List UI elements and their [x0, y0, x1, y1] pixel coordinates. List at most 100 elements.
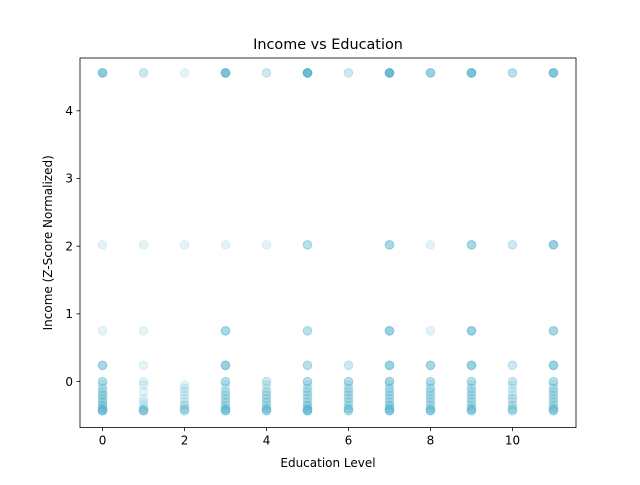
scatter-point — [97, 326, 108, 336]
scatter-point — [261, 403, 272, 414]
scatter-point — [179, 400, 190, 411]
scatter-point — [220, 376, 231, 387]
scatter-point — [343, 390, 354, 400]
scatter-point — [466, 405, 477, 416]
scatter-point — [343, 400, 354, 411]
scatter-point — [261, 376, 272, 387]
scatter-point — [343, 393, 354, 404]
scatter-point — [548, 386, 559, 397]
scatter-point — [138, 68, 149, 78]
scatter-point — [302, 326, 313, 336]
scatter-point — [97, 405, 108, 416]
scatter-point — [548, 68, 559, 78]
scatter-point — [548, 400, 559, 411]
scatter-point — [343, 390, 354, 400]
scatter-point — [261, 390, 272, 400]
scatter-point — [97, 405, 108, 416]
scatter-point — [548, 326, 559, 336]
scatter-point — [97, 380, 108, 390]
scatter-point — [384, 397, 395, 407]
scatter-point — [302, 405, 313, 416]
scatter-point — [302, 240, 313, 250]
scatter-point — [466, 403, 477, 414]
scatter-point — [220, 68, 231, 78]
scatter-point — [220, 326, 231, 336]
scatter-point — [466, 393, 477, 404]
scatter-point — [425, 397, 436, 407]
scatter-point — [179, 240, 190, 250]
scatter-point — [138, 397, 149, 407]
scatter-point — [384, 383, 395, 394]
scatter-point — [97, 393, 108, 404]
scatter-point — [548, 390, 559, 400]
scatter-point — [220, 386, 231, 397]
scatter-point — [302, 68, 313, 78]
scatter-point — [507, 400, 518, 411]
scatter-point — [548, 383, 559, 394]
scatter-point — [261, 400, 272, 411]
scatter-point — [343, 376, 354, 387]
scatter-point — [548, 360, 559, 371]
scatter-point — [97, 383, 108, 394]
scatter-point — [548, 376, 559, 387]
x-tick-label: 8 — [427, 434, 435, 448]
scatter-point — [97, 376, 108, 387]
scatter-point — [302, 393, 313, 404]
scatter-point — [384, 405, 395, 416]
scatter-point — [384, 68, 395, 78]
scatter-point — [507, 397, 518, 407]
scatter-point — [220, 405, 231, 416]
scatter-point — [507, 240, 518, 250]
scatter-point — [97, 405, 108, 416]
scatter-point — [97, 360, 108, 371]
scatter-point — [466, 326, 477, 336]
scatter-point — [220, 397, 231, 407]
y-tick-label: 0 — [65, 375, 73, 389]
scatter-point — [384, 326, 395, 336]
scatter-point — [466, 240, 477, 250]
scatter-point — [384, 386, 395, 397]
scatter-point — [466, 68, 477, 78]
scatter-point — [97, 405, 108, 416]
scatter-point — [220, 403, 231, 414]
scatter-point — [507, 376, 518, 387]
scatter-point — [179, 383, 190, 394]
scatter-point — [97, 400, 108, 411]
scatter-point — [179, 405, 190, 416]
scatter-point — [97, 376, 108, 387]
scatter-point — [261, 376, 272, 387]
scatter-point — [425, 376, 436, 387]
scatter-point — [425, 386, 436, 397]
scatter-point — [384, 376, 395, 387]
scatter-point — [548, 326, 559, 336]
scatter-point — [384, 326, 395, 336]
scatter-point — [384, 240, 395, 250]
scatter-point — [384, 386, 395, 397]
scatter-point — [97, 400, 108, 411]
data-points — [97, 68, 559, 416]
scatter-point — [261, 397, 272, 407]
x-tick-label: 10 — [505, 434, 520, 448]
scatter-point — [261, 405, 272, 416]
scatter-point — [220, 405, 231, 416]
scatter-point — [425, 400, 436, 411]
scatter-point — [548, 68, 559, 78]
scatter-point — [97, 397, 108, 407]
x-tick-label: 4 — [263, 434, 271, 448]
scatter-point — [97, 386, 108, 397]
scatter-point — [466, 405, 477, 416]
plot-area — [80, 58, 576, 428]
scatter-point — [425, 405, 436, 416]
scatter-point — [343, 68, 354, 78]
scatter-point — [302, 400, 313, 411]
scatter-point — [384, 68, 395, 78]
scatter-point — [343, 360, 354, 371]
scatter-point — [97, 390, 108, 400]
scatter-point — [138, 240, 149, 250]
scatter-point — [138, 326, 149, 336]
scatter-point — [466, 326, 477, 336]
scatter-point — [179, 390, 190, 400]
scatter-point — [466, 68, 477, 78]
scatter-point — [507, 400, 518, 411]
